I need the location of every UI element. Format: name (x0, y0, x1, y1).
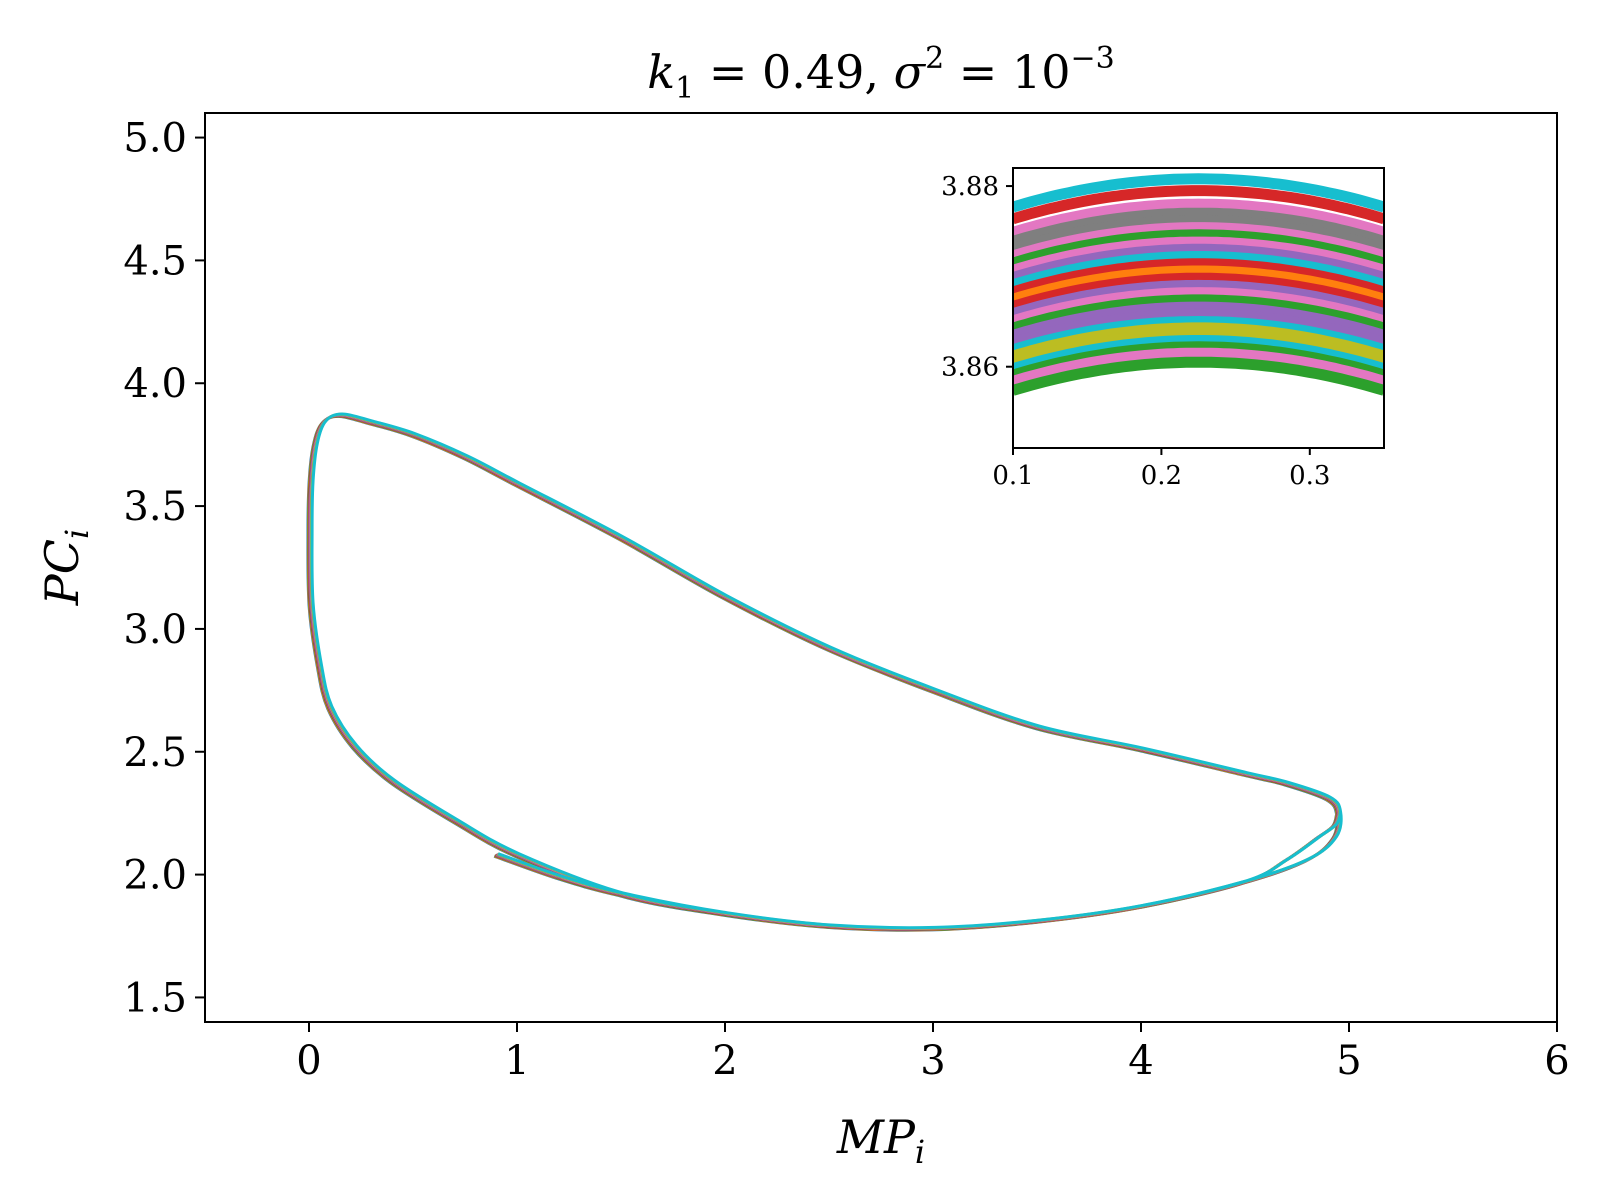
inset-curve (1013, 315, 1384, 356)
inset-curve (1013, 272, 1384, 312)
y-tick-label: 2.5 (123, 730, 187, 776)
inset-curve (1013, 243, 1384, 283)
inset-plot-frame (1012, 167, 1385, 449)
x-tick-label: 4 (1128, 1038, 1153, 1084)
trajectory-line (310, 412, 1343, 930)
trajectory-line (309, 413, 1342, 930)
x-tick-label: 2 (712, 1038, 737, 1084)
y-tick-label: 1.5 (123, 975, 187, 1021)
inset-curve (1013, 356, 1384, 396)
main-plot-frame (204, 112, 1558, 1023)
inset-y-tick-label: 3.86 (941, 353, 999, 383)
y-axis-ticks: 1.5 2.0 2.5 3.0 3.5 4.0 4.5 5.0 (123, 116, 205, 1021)
trajectory-line (306, 414, 1340, 932)
inset-curve (1013, 214, 1384, 254)
inset-curve (1013, 173, 1384, 213)
inset-curve (1013, 335, 1384, 374)
trajectory-line (309, 413, 1342, 931)
inset-curve (1013, 322, 1384, 362)
inset-curve (1013, 258, 1384, 298)
y-tick-label: 5.0 (123, 116, 187, 162)
inset-curve (1013, 341, 1384, 381)
x-axis-label: MPi (836, 1110, 925, 1171)
trajectory-line (308, 413, 1341, 931)
inset-y-axis-ticks: 3.86 3.88 (941, 172, 1013, 383)
x-tick-label: 6 (1544, 1038, 1569, 1084)
inset-curve (1013, 198, 1384, 238)
inset-zoom-curves (1013, 173, 1384, 396)
inset-curve (1013, 185, 1384, 225)
limit-cycle-trajectories (306, 412, 1343, 932)
inset-x-tick-label: 0.2 (1141, 461, 1182, 491)
inset-curve (1013, 294, 1384, 334)
trajectory-line (307, 414, 1340, 931)
x-axis-ticks: 0 1 2 3 4 5 6 (296, 1022, 1570, 1084)
inset-x-axis-ticks: 0.1 0.2 0.3 (992, 448, 1330, 491)
inset-curve (1013, 229, 1384, 269)
y-tick-label: 2.0 (123, 853, 187, 899)
y-tick-label: 4.5 (123, 238, 187, 284)
trajectory-line (310, 412, 1343, 930)
inset-x-tick-label: 0.1 (992, 461, 1033, 491)
inset-curve (1013, 251, 1384, 290)
inset-curve (1013, 279, 1384, 319)
inset-curve (1013, 287, 1384, 327)
inset-curve (1013, 328, 1384, 368)
inset-curve (1013, 207, 1384, 247)
x-tick-label: 1 (504, 1038, 529, 1084)
inset-curve (1013, 347, 1384, 387)
x-tick-label: 0 (296, 1038, 321, 1084)
chart-title: k1 = 0.49, σ2 = 10−3 (647, 41, 1114, 106)
y-tick-label: 3.5 (123, 484, 187, 530)
trajectory-line (306, 414, 1339, 932)
y-tick-label: 3.0 (123, 607, 187, 653)
y-axis-label: PCi (35, 529, 96, 606)
inset-curve (1013, 236, 1384, 276)
inset-y-tick-label: 3.88 (941, 172, 999, 202)
x-tick-label: 3 (920, 1038, 945, 1084)
inset-x-tick-label: 0.3 (1289, 461, 1330, 491)
x-tick-label: 5 (1336, 1038, 1361, 1084)
y-tick-label: 4.0 (123, 361, 187, 407)
inset-curve (1013, 222, 1384, 262)
inset-curve (1013, 301, 1384, 341)
trajectory-line (307, 414, 1340, 932)
inset-curve (1013, 308, 1384, 348)
trajectory-line (308, 413, 1341, 931)
inset-curve (1013, 265, 1384, 305)
